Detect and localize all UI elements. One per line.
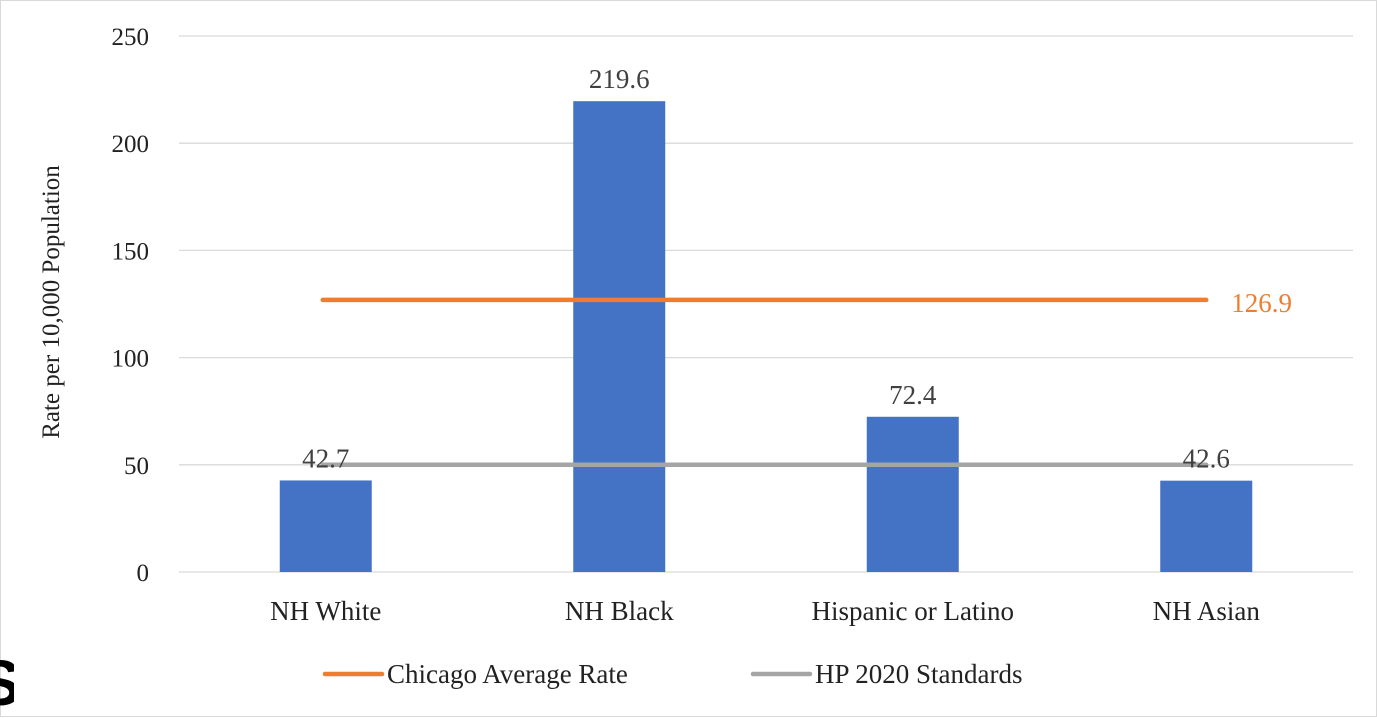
x-category-label: NH White: [270, 596, 381, 626]
legend: Chicago Average Rate HP 2020 Standards: [322, 659, 1023, 689]
legend-entry-label: HP 2020 Standards: [815, 659, 1023, 689]
y-axis-title: Rate per 10,000 Population: [38, 165, 65, 439]
bar: [279, 480, 372, 572]
x-axis-categories: NH White NH Black Hispanic or Latino NH Asi…: [270, 596, 1260, 626]
y-tick-label: 200: [112, 131, 150, 158]
y-tick-label: 100: [112, 346, 150, 373]
bar-value-label: 42.6: [1183, 444, 1230, 474]
y-tick-label: 250: [112, 24, 150, 51]
bar-value-label: 72.4: [889, 380, 937, 410]
bar: [866, 416, 959, 572]
x-category-label: Hispanic or Latino: [812, 596, 1014, 626]
y-tick-label: 50: [124, 453, 149, 480]
reference-line-label: 126.9: [1231, 288, 1292, 318]
cropped-slide-letter: S: [0, 650, 14, 716]
bar: [1160, 480, 1253, 572]
legend-entry-label: Chicago Average Rate: [387, 659, 628, 689]
bar: [573, 101, 666, 572]
y-tick-label: 150: [112, 238, 150, 265]
data-labels: 42.7 219.6 72.4 42.6: [302, 64, 1230, 473]
y-axis-ticks: 0 50 100 150 200 250: [112, 24, 150, 587]
bar-value-label: 219.6: [589, 64, 650, 94]
x-category-label: NH Black: [565, 596, 674, 626]
y-tick-label: 0: [137, 560, 150, 587]
bar-value-label: 42.7: [302, 443, 349, 473]
reference-lines: 126.9: [320, 288, 1292, 468]
bars: [279, 101, 1253, 572]
x-category-label: NH Asian: [1153, 596, 1261, 626]
